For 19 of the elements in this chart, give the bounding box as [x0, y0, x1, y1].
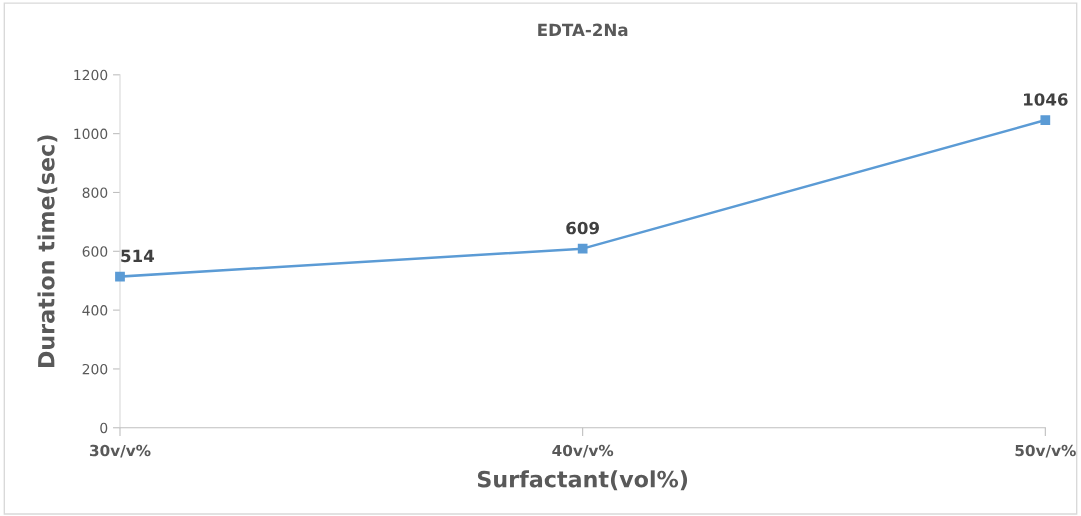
y-tick-label: 600	[82, 246, 108, 257]
y-tick-label: 0	[100, 422, 108, 434]
chart-title: EDTA-2Na	[538, 23, 628, 37]
y-tick-label: 1000	[74, 128, 108, 140]
y-tick-label: 400	[82, 305, 108, 316]
x-tick-label: 40v/v%	[552, 444, 614, 458]
y-tick-label: 200	[82, 363, 108, 375]
x-tick-label: 30v/v%	[89, 444, 151, 458]
point	[1040, 115, 1051, 125]
x-tick-label: 50v/v%	[1015, 444, 1076, 458]
y-tick-label: 1200	[74, 69, 108, 81]
y-tick-label: 800	[82, 187, 108, 198]
point	[577, 243, 588, 254]
data-label: 1046	[1024, 93, 1068, 106]
point	[115, 271, 125, 282]
data-label: 514	[121, 249, 155, 263]
data-label: 609	[566, 221, 599, 235]
y-axis-title: Duration time(sec)	[37, 135, 58, 368]
x-axis-title: Surfactant(vol%)	[477, 470, 688, 491]
